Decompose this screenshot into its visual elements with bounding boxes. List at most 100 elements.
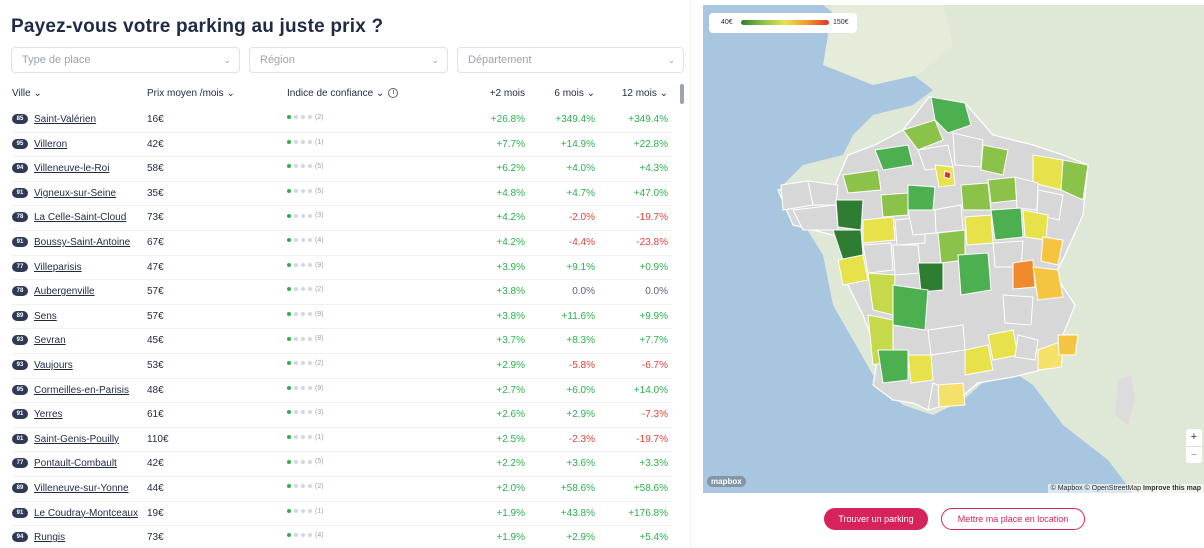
mapbox-logo[interactable]: mapbox (707, 476, 746, 487)
dept-vosges[interactable] (1036, 189, 1064, 221)
city-link[interactable]: Villeneuve-le-Roi (34, 163, 110, 175)
city-link[interactable]: Sevran (34, 335, 66, 347)
city-link[interactable]: Saint-Genis-Pouilly (34, 433, 120, 445)
department-filter-select[interactable]: Département ⌄ (457, 47, 684, 73)
dept-allier[interactable] (957, 252, 992, 296)
france-map[interactable] (703, 5, 1204, 493)
table-row[interactable]: 91 Yerres 61€ (3) +2.6% +2.9% -7.3% (12, 403, 672, 428)
city-link[interactable]: Le Coudray-Montceaux (34, 507, 138, 519)
city-link[interactable]: Villeron (34, 138, 68, 150)
city-link[interactable]: Villeneuve-sur-Yonne (34, 483, 129, 494)
dept-gers[interactable] (907, 354, 934, 384)
city-link[interactable]: Vigneux-sur-Seine (34, 187, 117, 199)
table-row[interactable]: 89 Villeneuve-sur-Yonne 44€ (2) +2.0% +58.6% +… (12, 477, 672, 502)
dept-haute-vienne[interactable] (892, 284, 929, 331)
dept-seine-maritime[interactable] (874, 144, 914, 171)
sort-confidence-header[interactable]: Indice de confiance ⌄ i (287, 88, 399, 99)
dept-vienne[interactable] (892, 244, 922, 276)
city-link[interactable]: Pontault-Combault (34, 458, 117, 470)
dept-paris[interactable] (943, 170, 952, 180)
confidence-dot (294, 262, 298, 267)
dept-herault[interactable] (964, 344, 994, 376)
sort-price-header[interactable]: Prix moyen /mois ⌄ (147, 88, 235, 99)
dept-aude[interactable] (927, 382, 940, 411)
dept-nievre[interactable] (964, 214, 994, 246)
dept-loir-et-cher[interactable] (907, 209, 937, 236)
city-link[interactable]: Villeparisis (34, 261, 82, 273)
dept-isere[interactable] (1002, 294, 1034, 326)
city-link[interactable]: Aubergenville (34, 286, 95, 298)
table-row[interactable]: 78 La Celle-Saint-Cloud 73€ (3) +4.2% -2.0% -1… (12, 206, 672, 231)
dept-nord[interactable] (930, 96, 972, 134)
table-row[interactable]: 93 Sevran 45€ (8) +3.7% +8.3% +7.7% (12, 329, 672, 354)
sort-city-header[interactable]: Ville ⌄ (12, 88, 42, 99)
dept-sarthe[interactable] (880, 192, 909, 218)
table-row[interactable]: 94 Rungis 73€ (4) +1.9% +2.9% +5.4% (12, 526, 672, 548)
city-link[interactable]: Sens (34, 310, 57, 322)
zoom-in-button[interactable]: + (1190, 431, 1198, 443)
dept-cotes-armor[interactable] (807, 180, 839, 206)
dept-gard[interactable] (987, 329, 1019, 361)
dept-aube[interactable] (987, 176, 1019, 204)
department-badge: 91 (12, 409, 28, 420)
dept-ille-vilaine[interactable] (835, 199, 864, 231)
table-row[interactable]: 01 Saint-Genis-Pouilly 110€ (1) +2.5% -2.3% -1… (12, 428, 672, 453)
attribution-text[interactable]: © Mapbox © OpenStreetMap (1050, 485, 1142, 492)
dept-cote-or[interactable] (990, 207, 1024, 241)
dept-deux-sevres[interactable] (862, 242, 894, 274)
price-map[interactable]: 40€ 150€ + − mapbox © Mapbox © OpenStree… (703, 5, 1204, 493)
dept-alpes-maritimes[interactable] (1057, 334, 1079, 356)
improve-map-link[interactable]: Improve this map (1143, 485, 1201, 492)
dept-ain[interactable] (1012, 259, 1036, 290)
dept-bas-rhin[interactable] (1060, 159, 1089, 201)
dept-pas-de-calais[interactable] (902, 119, 944, 151)
table-row[interactable]: 77 Villeparisis 47€ (9) +3.9% +9.1% +0.9% (12, 256, 672, 281)
table-row[interactable]: 91 Boussy-Saint-Antoine 67€ (4) +4.2% -4.4% -2… (12, 231, 672, 256)
table-scrollbar[interactable] (680, 84, 684, 104)
sort-12-months-header[interactable]: 12 mois ⌄ (621, 88, 668, 99)
dept-vendee[interactable] (837, 254, 869, 286)
change-2-months: +6.2% (496, 163, 525, 175)
dept-ardennes[interactable] (980, 144, 1009, 176)
dept-calvados[interactable] (842, 169, 882, 194)
dept-pyrenees-orientales[interactable] (937, 382, 966, 408)
table-row[interactable]: 91 Vigneux-sur-Seine 35€ (5) +4.8% +4.7% +47.0… (12, 182, 672, 207)
find-parking-button[interactable]: Trouver un parking (824, 508, 928, 530)
table-row[interactable]: 95 Villeron 42€ (1) +7.7% +14.9% +22.8% (12, 133, 672, 158)
city-link[interactable]: Vaujours (34, 360, 73, 371)
dept-finistere[interactable] (780, 180, 814, 211)
change-6-months: +43.8% (560, 507, 595, 519)
dept-haute-savoie[interactable] (1032, 266, 1064, 301)
dept-landes[interactable] (877, 349, 909, 384)
table-row[interactable]: 78 Aubergenville 57€ (2) +3.8% 0.0% 0.0% (12, 280, 672, 305)
dept-drome[interactable] (1014, 334, 1039, 361)
dept-haute-saone[interactable] (1022, 209, 1049, 241)
table-row[interactable]: 94 Villeneuve-le-Roi 58€ (5) +6.2% +4.0% +4.3% (12, 157, 672, 182)
sort-6-months-header[interactable]: 6 mois ⌄ (554, 88, 595, 99)
confidence-count: (8) (315, 335, 324, 343)
table-row[interactable]: 89 Sens 57€ (9) +3.8% +11.6% +9.9% (12, 305, 672, 330)
dept-loiret[interactable] (932, 204, 964, 234)
rent-place-button[interactable]: Mettre ma place en location (941, 508, 1085, 530)
dept-haute-marne[interactable] (1014, 176, 1039, 211)
city-link[interactable]: Yerres (34, 409, 63, 421)
type-filter-select[interactable]: Type de place ⌄ (11, 47, 240, 73)
city-link[interactable]: La Celle-Saint-Cloud (34, 212, 127, 224)
table-row[interactable]: 95 Cormeilles-en-Parisis 48€ (9) +2.7% +6.0% +… (12, 379, 672, 404)
dept-doubs[interactable] (1040, 236, 1064, 266)
city-link[interactable]: Saint-Valérien (34, 114, 97, 125)
city-link[interactable]: Rungis (34, 532, 66, 544)
dept-maine-et-loire[interactable] (862, 216, 896, 244)
dept-yonne[interactable] (960, 182, 992, 211)
city-link[interactable]: Cormeilles-en-Parisis (34, 384, 130, 396)
zoom-out-button[interactable]: − (1186, 446, 1202, 463)
table-row[interactable]: 85 Saint-Valérien 16€ (2) +26.8% +349.4% +349.… (12, 108, 672, 133)
dept-dordogne[interactable] (927, 324, 966, 356)
dept-indre[interactable] (917, 262, 944, 293)
region-filter-select[interactable]: Région ⌄ (249, 47, 448, 73)
city-link[interactable]: Boussy-Saint-Antoine (34, 237, 131, 248)
table-row[interactable]: 93 Vaujours 53€ (2) +2.9% -5.8% -6.7% (12, 354, 672, 379)
info-icon[interactable]: i (388, 88, 399, 98)
table-row[interactable]: 91 Le Coudray-Montceaux 19€ (1) +1.9% +43.8% +… (12, 502, 672, 527)
table-row[interactable]: 77 Pontault-Combault 42€ (5) +2.2% +3.6% +3.3% (12, 452, 672, 477)
